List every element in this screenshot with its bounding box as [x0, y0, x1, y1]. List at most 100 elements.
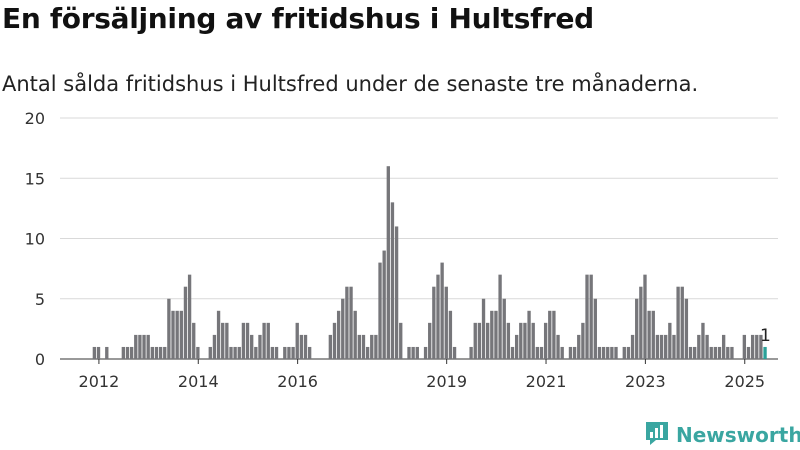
- brand-name: Newsworthy: [676, 423, 800, 447]
- bar: [150, 346, 154, 359]
- newsworthy-logo: Newsworthy: [644, 420, 800, 450]
- bar: [755, 334, 759, 359]
- bars: [92, 166, 767, 359]
- bar: [552, 310, 556, 359]
- bar: [415, 346, 419, 359]
- bar: [597, 346, 602, 359]
- bar: [577, 334, 581, 359]
- x-axis: 2012 2014 2016 2019 2021 2023 2025: [79, 359, 765, 391]
- bar: [390, 202, 395, 359]
- bar: [655, 334, 660, 359]
- chart-title: En försäljning av fritidshus i Hultsfred: [2, 2, 594, 35]
- bar: [676, 286, 680, 359]
- bar: [262, 322, 266, 359]
- y-tick-label: 20: [25, 109, 45, 128]
- bar: [436, 274, 440, 359]
- bar: [705, 334, 709, 359]
- bar: [187, 274, 192, 359]
- x-tick-label: 2019: [426, 372, 467, 391]
- bar: [105, 346, 109, 359]
- bar: [622, 346, 626, 359]
- bar: [556, 334, 560, 359]
- bar: [361, 334, 366, 359]
- bar: [287, 346, 291, 359]
- bar: [486, 322, 490, 359]
- bar: [134, 334, 138, 359]
- bar: [664, 334, 668, 359]
- bar: [283, 346, 287, 359]
- bar: [154, 346, 159, 359]
- bar: [742, 334, 747, 359]
- bar: [539, 346, 544, 359]
- bar: [233, 346, 237, 359]
- bar: [701, 322, 705, 359]
- bar: [709, 346, 713, 359]
- bar: [192, 322, 196, 359]
- x-tick-label: 2021: [526, 372, 567, 391]
- bar: [241, 322, 246, 359]
- bar: [473, 322, 477, 359]
- bar: [444, 286, 448, 359]
- bar: [179, 310, 183, 359]
- bar: [531, 322, 535, 359]
- bar: [432, 286, 436, 359]
- y-axis: 0 5 10 15 20: [25, 109, 45, 369]
- chart-subtitle: Antal sålda fritidshus i Hultsfred under…: [2, 72, 699, 96]
- bar: [274, 346, 279, 359]
- x-tick-label: 2016: [277, 372, 318, 391]
- bar: [477, 322, 482, 359]
- bar: [270, 346, 275, 359]
- bar: [469, 346, 473, 359]
- bar: [146, 334, 150, 359]
- bar: [630, 334, 635, 359]
- bar: [349, 286, 353, 359]
- bar: [353, 310, 357, 359]
- bar: [208, 346, 212, 359]
- bar: [519, 322, 523, 359]
- bar: [746, 346, 751, 359]
- bar: [295, 322, 299, 359]
- bar: [96, 346, 101, 359]
- bar: [506, 322, 511, 359]
- bar: [266, 322, 270, 359]
- bar: [138, 334, 142, 359]
- bar: [183, 286, 188, 359]
- bar: [494, 310, 498, 359]
- bar: [635, 298, 639, 359]
- bar: [688, 346, 693, 359]
- bar: [175, 310, 179, 359]
- bar: [523, 322, 527, 359]
- bar: [543, 322, 548, 359]
- bar: [651, 310, 655, 359]
- bar: [593, 298, 597, 359]
- bar: [726, 346, 730, 359]
- bar: [672, 334, 676, 359]
- bar: [759, 334, 763, 359]
- bar: [258, 334, 262, 359]
- bar: [659, 334, 664, 359]
- bar: [510, 346, 515, 359]
- bar: [647, 310, 651, 359]
- bar: [129, 346, 134, 359]
- bar: [394, 226, 399, 359]
- bar: [763, 346, 767, 359]
- bar: [606, 346, 610, 359]
- x-tick-label: 2014: [178, 372, 219, 391]
- bar: [254, 346, 258, 359]
- bar: [411, 346, 415, 359]
- bar: [250, 334, 254, 359]
- bar: [428, 322, 432, 359]
- bar: [697, 334, 701, 359]
- bar: [639, 286, 643, 359]
- bar: [125, 346, 130, 359]
- bar: [750, 334, 755, 359]
- bar: [440, 262, 444, 359]
- bar: [336, 310, 341, 359]
- bar: [341, 298, 345, 359]
- bar: [332, 322, 337, 359]
- bar: [548, 310, 552, 359]
- bar: [614, 346, 618, 359]
- y-tick-label: 10: [25, 230, 45, 249]
- bar: [730, 346, 734, 359]
